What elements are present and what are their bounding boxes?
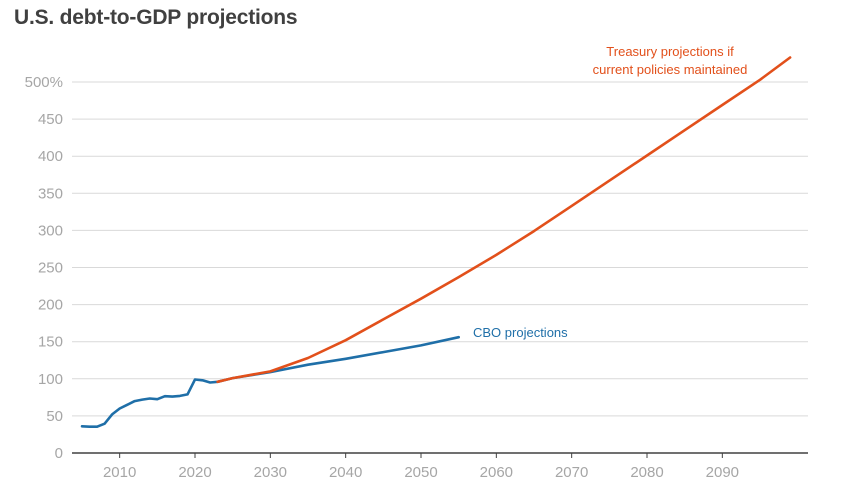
x-tick-label: 2050 xyxy=(404,464,437,481)
x-axis-ticks: 2010 2020 2030 2040 2050 2060 2070 2080 2090 xyxy=(103,453,739,481)
treasury-projections-label-line-1: Treasury projections if xyxy=(606,44,734,59)
y-tick-label: 0 xyxy=(55,445,63,462)
series-annotations: CBO projections Treasury projections if cu… xyxy=(473,44,747,340)
treasury-projections-line xyxy=(216,56,792,384)
cbo-projections-label: CBO projections xyxy=(473,325,568,340)
x-tick-label: 2070 xyxy=(555,464,588,481)
x-tick-label: 2040 xyxy=(329,464,362,481)
y-tick-label: 400 xyxy=(38,148,63,165)
y-tick-label: 200 xyxy=(38,297,63,314)
treasury-projections-label-line-2: current policies maintained xyxy=(593,62,748,77)
y-tick-label: 100 xyxy=(38,371,63,388)
y-tick-label: 250 xyxy=(38,260,63,277)
y-tick-label: 450 xyxy=(38,111,63,128)
y-axis-tick-labels: 0 50 100 150 200 250 300 350 400 450 500% xyxy=(25,74,63,462)
y-tick-label: 50 xyxy=(46,408,63,425)
x-tick-label: 2020 xyxy=(178,464,211,481)
x-tick-label: 2090 xyxy=(706,464,739,481)
x-tick-label: 2060 xyxy=(480,464,513,481)
y-tick-label: 350 xyxy=(38,185,63,202)
y-tick-label: 150 xyxy=(38,334,63,351)
chart-title: U.S. debt-to-GDP projections xyxy=(14,6,298,29)
x-tick-label: 2080 xyxy=(630,464,663,481)
x-tick-label: 2010 xyxy=(103,464,136,481)
gridlines xyxy=(72,81,808,417)
y-tick-label: 500% xyxy=(25,74,63,91)
x-tick-label: 2030 xyxy=(254,464,287,481)
series-lines xyxy=(80,56,792,429)
cbo-projections-line xyxy=(80,335,461,429)
y-tick-label: 300 xyxy=(38,222,63,239)
